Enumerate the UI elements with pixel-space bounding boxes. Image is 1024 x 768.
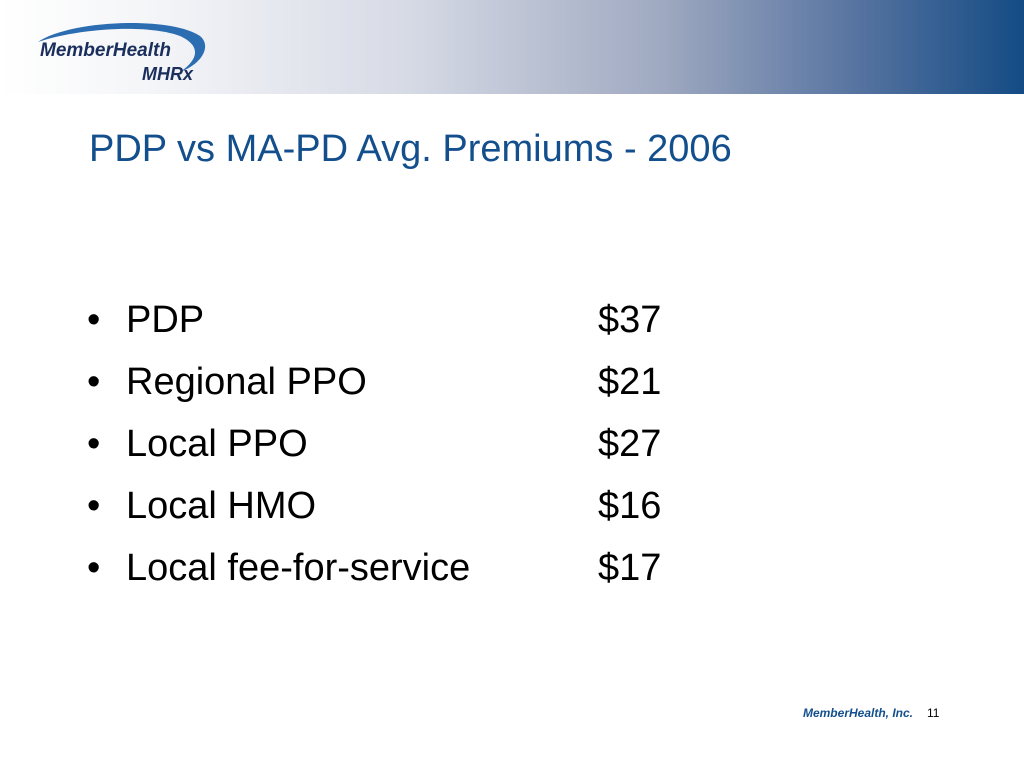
premium-value: $17 xyxy=(598,547,662,589)
plan-label: Regional PPO xyxy=(126,361,367,403)
premium-value: $16 xyxy=(598,485,662,527)
plan-label: Local PPO xyxy=(126,423,308,465)
plan-label: Local HMO xyxy=(126,485,317,527)
bullet-dot-icon: • xyxy=(87,299,101,341)
slide-title: PDP vs MA-PD Avg. Premiums - 2006 xyxy=(89,128,732,170)
logo-brand-text: MemberHealth xyxy=(40,40,171,61)
premium-value: $27 xyxy=(598,423,662,465)
premium-value: $21 xyxy=(598,361,662,403)
memberhealth-logo-icon: MemberHealth MHRx xyxy=(30,18,210,90)
plan-label: PDP xyxy=(126,299,205,341)
premium-value: $37 xyxy=(598,299,662,341)
header-band xyxy=(0,0,1024,94)
footer-company: MemberHealth, Inc. xyxy=(802,706,913,720)
plan-label: Local fee-for-service xyxy=(126,547,471,589)
page-number: 11 xyxy=(927,706,940,720)
logo-swoosh-icon xyxy=(38,23,206,72)
logo-brand-mark: MHRx xyxy=(142,64,194,84)
bullet-dot-icon: • xyxy=(87,547,101,589)
bullet-dot-icon: • xyxy=(87,423,101,465)
bullet-dot-icon: • xyxy=(87,485,101,527)
bullet-dot-icon: • xyxy=(87,361,101,403)
